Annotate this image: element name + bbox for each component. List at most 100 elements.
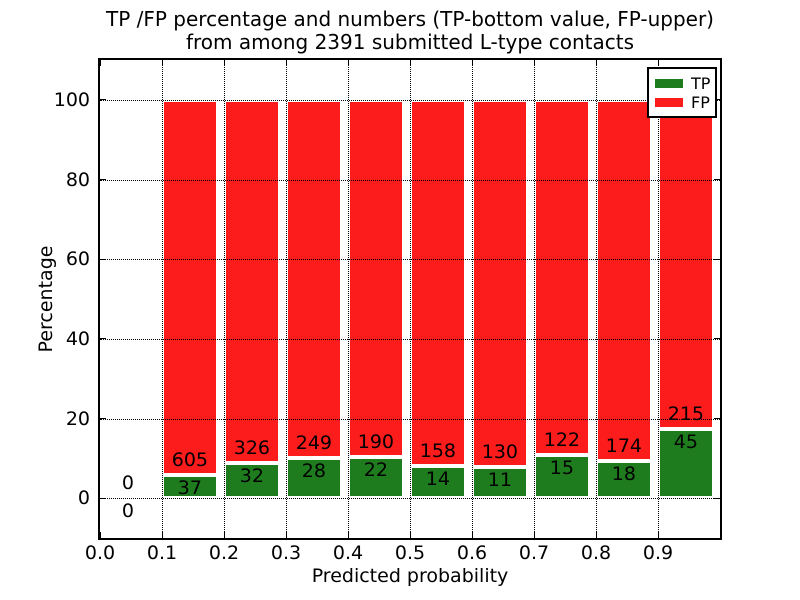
bar-tp-count-label: 32 — [239, 464, 264, 487]
bar-tp-count-label: 28 — [301, 459, 326, 482]
bar-tp-count-label: 14 — [425, 467, 450, 490]
bar-tp-0.9 — [658, 429, 714, 499]
bar-tp-count-label: 0 — [121, 500, 134, 523]
y-tick-right — [714, 338, 720, 340]
bar-fp-count-label: 215 — [667, 403, 705, 426]
bar-tp-0.3 — [286, 457, 342, 499]
grid-line-x-0.2 — [224, 60, 225, 538]
x-tick-bottom — [595, 532, 597, 538]
y-tick-right — [714, 179, 720, 180]
y-tick-label-0: 0 — [77, 487, 90, 510]
x-tick-top — [471, 60, 473, 66]
y-tick-label-40: 40 — [65, 327, 90, 350]
bar-fp-0.8 — [596, 99, 652, 461]
legend-swatch-fp-icon — [655, 98, 683, 107]
grid-line-x-0.5 — [410, 60, 411, 538]
legend-swatch-tp-icon — [655, 79, 683, 88]
grid-line-x-0.9 — [658, 60, 659, 538]
bar-fp-count-label: 190 — [357, 430, 395, 453]
bar-fp-0.9 — [658, 99, 714, 430]
bar-tp-count-label: 45 — [673, 431, 698, 454]
chart-title-line1: TP /FP percentage and numbers (TP-bottom… — [106, 7, 714, 31]
bar-tp-0.8 — [596, 460, 652, 499]
x-tick-label-0.1: 0.1 — [146, 542, 178, 564]
x-tick-top — [285, 60, 287, 66]
y-tick-right — [714, 258, 720, 260]
x-tick-top — [223, 60, 225, 66]
y-tick-left — [100, 258, 106, 260]
x-tick-bottom — [99, 532, 101, 538]
x-tick-top — [99, 60, 101, 66]
x-tick-top — [409, 60, 411, 66]
x-tick-top — [595, 60, 597, 66]
grid-line-y-20 — [100, 418, 720, 420]
bar-fp-0.3 — [286, 99, 342, 458]
x-tick-bottom — [347, 532, 349, 538]
chart-title: TP /FP percentage and numbers (TP-bottom… — [100, 8, 720, 54]
bar-fp-count-label: 130 — [481, 441, 519, 464]
bar-fp-0.2 — [224, 99, 280, 463]
bar-tp-count-label: 18 — [611, 462, 636, 485]
y-tick-label-80: 80 — [65, 168, 90, 191]
y-tick-left — [100, 99, 106, 101]
x-tick-label-0.3: 0.3 — [270, 542, 302, 564]
bar-fp-0.4 — [348, 99, 404, 457]
bar-tp-count-label: 15 — [549, 456, 574, 479]
bar-fp-count-label: 249 — [295, 431, 333, 454]
y-tick-label-60: 60 — [65, 248, 90, 271]
bar-fp-count-label: 605 — [171, 449, 209, 472]
grid-line-y-40 — [100, 338, 720, 340]
x-tick-top — [161, 60, 163, 66]
legend-item-fp: FP — [655, 92, 710, 112]
x-tick-bottom — [161, 532, 163, 538]
bar-fp-0.6 — [472, 99, 528, 468]
x-tick-label-0.0: 0.0 — [84, 542, 116, 564]
bar-tp-count-label: 37 — [177, 477, 202, 500]
grid-line-x-0.1 — [162, 60, 163, 538]
x-tick-label-0.5: 0.5 — [394, 542, 426, 564]
grid-line-x-0.7 — [534, 60, 535, 538]
legend-item-tp: TP — [655, 73, 711, 93]
y-tick-left — [100, 338, 106, 340]
bar-fp-count-label: 158 — [419, 439, 457, 462]
x-tick-bottom — [285, 532, 287, 538]
legend: TP FP — [647, 67, 717, 118]
bar-tp-0.7 — [534, 454, 590, 499]
grid-line-y-80 — [100, 179, 720, 181]
x-tick-bottom — [223, 532, 225, 538]
y-tick-right — [714, 418, 720, 419]
bar-fp-count-label: 122 — [543, 428, 581, 451]
grid-line-x-0.6 — [472, 60, 473, 538]
x-tick-label-0.4: 0.4 — [332, 542, 364, 564]
x-tick-top — [533, 60, 535, 66]
bar-fp-0.7 — [534, 99, 590, 455]
y-tick-left — [100, 418, 106, 419]
grid-line-x-0.3 — [286, 60, 287, 538]
grid-line-y-100 — [100, 99, 720, 101]
bar-fp-0.5 — [410, 99, 466, 466]
x-tick-top — [657, 60, 659, 66]
y-tick-label-100: 100 — [53, 88, 90, 111]
x-tick-bottom — [471, 532, 473, 538]
y-tick-left — [100, 179, 106, 180]
bar-tp-count-label: 11 — [487, 469, 512, 492]
grid-line-y-0 — [100, 498, 720, 500]
plot-area: 0 0 605 37 326 32 249 28 190 22 158 14 130 11 122 15 174… — [99, 60, 720, 538]
chart-title-line2: from among 2391 submitted L-type contact… — [185, 30, 635, 54]
x-tick-label-0.9: 0.9 — [642, 542, 674, 564]
bar-tp-0.2 — [224, 462, 280, 499]
x-axis-label: Predicted probability — [311, 565, 509, 587]
legend-label-tp: TP — [691, 73, 711, 93]
grid-line-x-0.4 — [348, 60, 349, 538]
grid-line-y-60 — [100, 259, 720, 261]
bar-fp-count-label: 326 — [233, 436, 271, 459]
legend-label-fp: FP — [691, 92, 710, 112]
bar-fp-count-label: 174 — [605, 434, 643, 457]
y-tick-right — [714, 99, 720, 101]
grid-line-x-0.8 — [596, 60, 597, 538]
y-tick-label-20: 20 — [65, 407, 90, 430]
x-tick-bottom — [657, 532, 659, 538]
x-tick-label-0.2: 0.2 — [208, 542, 240, 564]
y-tick-left — [100, 497, 106, 499]
